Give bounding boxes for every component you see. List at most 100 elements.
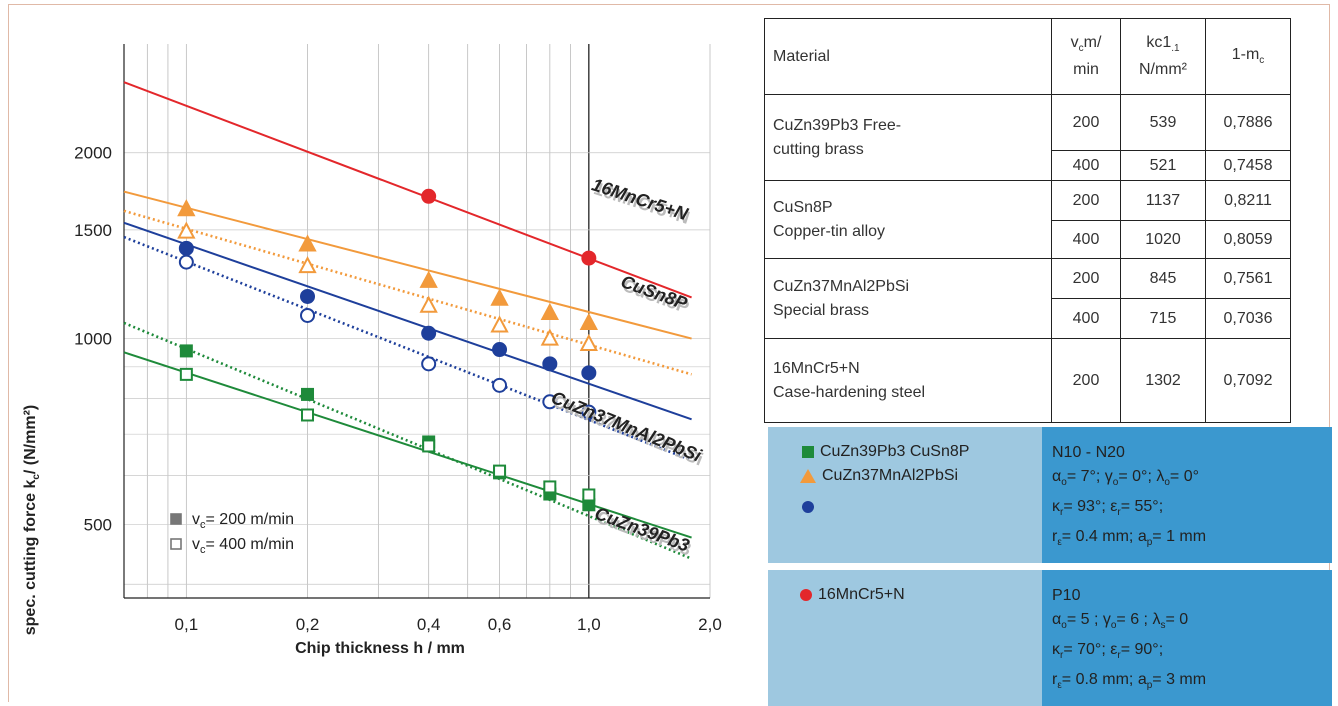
vc-cell: 400	[1051, 220, 1121, 259]
table-row: 400 1020 0,8059	[765, 220, 1291, 259]
col-material-header: Material	[764, 18, 1052, 95]
series-line	[123, 209, 692, 376]
col-kc-header: kc1.1 N/mm²	[1120, 18, 1206, 95]
m-cell: 0,7036	[1205, 298, 1291, 339]
data-point	[178, 254, 194, 270]
red-circle-marker-icon	[800, 588, 812, 601]
data-point	[542, 394, 558, 410]
kc-cell: 539	[1120, 94, 1206, 151]
kc-cell: 1137	[1120, 180, 1206, 221]
material-cell: CuZn37MnAl2PbSi Special brass	[764, 258, 1052, 339]
data-point	[542, 356, 558, 372]
vc-cell: 200	[1051, 338, 1121, 423]
data-point	[581, 250, 597, 266]
vc-cell: 200	[1051, 180, 1121, 221]
radius-depth-line: rε= 0.4 mm; ap= 1 mm	[1052, 528, 1207, 549]
grade-label: N10 - N20	[1052, 444, 1125, 461]
data-point	[492, 377, 508, 393]
x-tick-label: 2,0	[698, 615, 722, 634]
y-tick-label: 2000	[74, 144, 112, 163]
m-cell: 0,8211	[1205, 180, 1291, 221]
chart-axes	[123, 44, 710, 599]
cutting-parameters: P10 αo= 5 ; γo= 6 ; λs= 0 κr= 70°; εr= 90°…	[1052, 584, 1206, 699]
kc-cell: 1020	[1120, 220, 1206, 259]
blue-circle-marker-icon	[802, 501, 814, 513]
series-label-text: CuSn8P	[618, 271, 691, 314]
m-cell: 0,7458	[1205, 150, 1291, 181]
col-vc-header: vcm/ min	[1051, 18, 1121, 95]
conditions-materials: CuZn39Pb3 CuSn8P CuZn37MnAl2PbSi	[768, 427, 1042, 563]
conditions-parameters: P10 αo= 5 ; γo= 6 ; λs= 0 κr= 70°; εr= 90°…	[1042, 570, 1332, 706]
m-cell: 0,7092	[1205, 338, 1291, 423]
data-point	[490, 288, 509, 306]
green-square-marker-icon	[802, 445, 814, 458]
data-point	[581, 404, 597, 420]
chart-markers	[177, 188, 599, 512]
y-tick-label: 500	[84, 515, 112, 534]
data-point	[419, 270, 438, 288]
figure-frame	[8, 4, 1330, 702]
x-tick-label: 0,1	[175, 615, 199, 634]
material-cell: CuSn8P Copper-tin alloy	[764, 180, 1052, 259]
table-row: CuSn8P Copper-tin alloy 200 1137 0,8211	[764, 180, 1291, 259]
cutting-parameters: N10 - N20 αo= 7°; γo= 0°; λo= 0° κr= 93°; …	[1052, 441, 1206, 556]
x-axis-label: Chip thickness h / mm	[295, 640, 465, 657]
cutting-force-chart: 0,1 0,2 0,4 0,6 1,0 2,0 500 1000 1500 2000 16MnCr…	[74, 44, 722, 634]
y-axis-label: spec. cutting force kc/ (N/mm²)	[22, 404, 43, 636]
conditions-parameters: N10 - N20 αo= 7°; γo= 0°; λo= 0° κr= 93°; …	[1042, 427, 1332, 563]
condition-material: 16MnCr5+N	[800, 586, 905, 604]
condition-material-label: 16MnCr5+N	[818, 586, 905, 603]
col-m-header: 1-mc	[1205, 18, 1291, 95]
data-point	[579, 333, 599, 351]
series-line	[123, 221, 692, 421]
x-tick-label: 0,2	[296, 615, 320, 634]
data-point	[300, 288, 316, 304]
table-row: 400 521 0,7458	[765, 150, 1291, 181]
m-cell: 0,7886	[1205, 94, 1291, 151]
table-header-row: Material vcm/ min kc1.1 N/mm² 1-mc	[764, 18, 1291, 95]
data-point	[493, 464, 507, 478]
data-point	[421, 188, 437, 204]
data-point	[490, 315, 509, 333]
series-label-text: CuZn37MnAl2PbSi	[548, 387, 705, 466]
x-tick-label: 0,6	[488, 615, 512, 634]
data-point	[301, 408, 315, 422]
data-point	[422, 439, 436, 453]
m-cell: 0,7561	[1205, 258, 1291, 299]
table-row: CuZn37MnAl2PbSi Special brass 200 845 0,7561	[764, 258, 1291, 339]
data-point	[298, 234, 317, 252]
angles-line: αo= 7°; γo= 0°; λo= 0°	[1052, 468, 1199, 489]
legend-label: vc= 200 m/min	[192, 511, 294, 531]
series-line	[123, 351, 692, 539]
data-point	[579, 312, 599, 330]
series-line	[123, 235, 693, 462]
data-point	[492, 342, 508, 358]
data-point	[179, 344, 193, 358]
orange-triangle-marker-icon	[800, 468, 816, 483]
kc-cell: 715	[1120, 298, 1206, 339]
data-point	[540, 328, 560, 346]
data-point	[179, 367, 193, 381]
table-row: CuZn39Pb3 Free-cutting brass 200 539 0,7886	[764, 94, 1291, 181]
material-cell: 16MnCr5+N Case-hardening steel	[764, 338, 1052, 423]
kc-cell: 1302	[1120, 338, 1206, 423]
condition-material-label: CuZn39Pb3 CuSn8P	[820, 443, 970, 460]
setting-angles-line: κr= 70°; εr= 90°;	[1052, 641, 1164, 662]
legend-marker	[170, 538, 182, 550]
data-point	[298, 256, 317, 274]
data-point	[301, 387, 315, 401]
x-tick-label: 0,4	[417, 615, 441, 634]
y-tick-label: 1500	[74, 221, 112, 240]
conditions-materials: 16MnCr5+N	[768, 570, 1042, 706]
vc-cell: 200	[1051, 94, 1121, 151]
grade-label: P10	[1052, 587, 1081, 604]
m-cell: 0,8059	[1205, 220, 1291, 259]
radius-depth-line: rε= 0.8 mm; ap= 3 mm	[1052, 671, 1207, 692]
legend-marker	[170, 513, 182, 525]
kc-cell: 845	[1120, 258, 1206, 299]
data-point	[543, 480, 557, 494]
